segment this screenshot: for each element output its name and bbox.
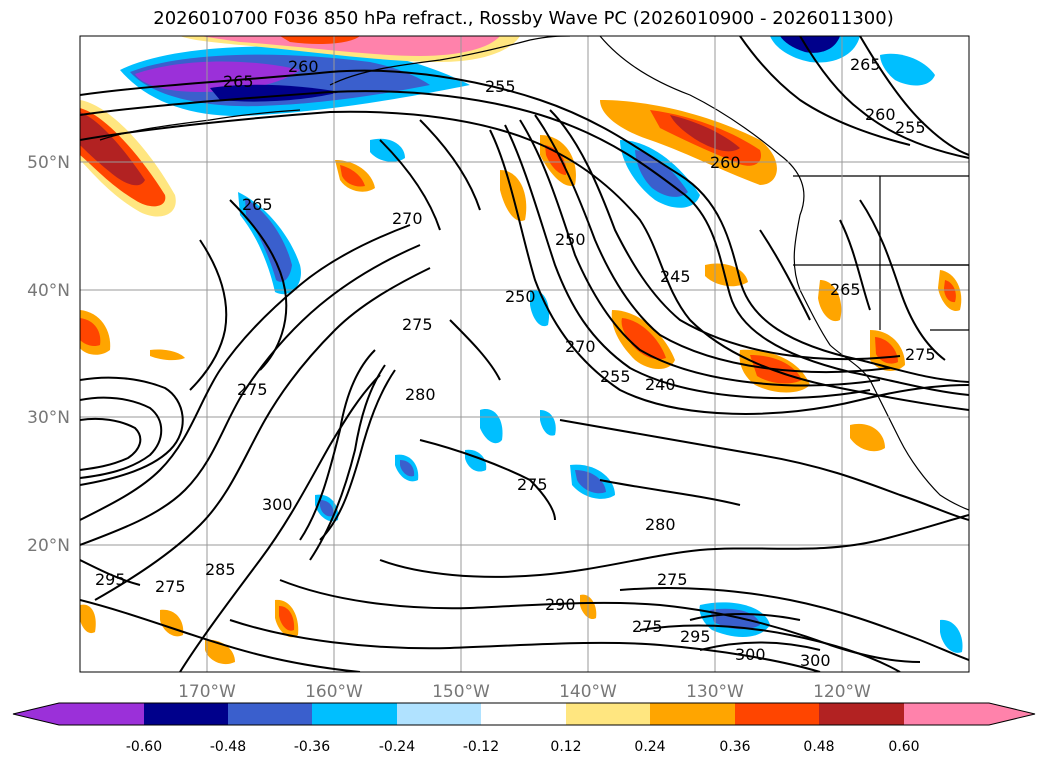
colorbar-segment [59,703,144,725]
contour-label: 300 [262,495,293,514]
lat-label: 50°N [27,153,70,173]
contour-label: 250 [505,287,536,306]
graticule [80,36,969,672]
contour-label: 260 [288,57,319,76]
colorbar-tick-label: -0.12 [463,739,499,755]
colorbar-segment [650,703,735,725]
lon-label: 140°W [559,682,617,702]
colorbar-segment [904,703,989,725]
contour-label: 280 [645,515,676,534]
colorbar-tick-label: -0.48 [210,739,246,755]
lon-label: 170°W [178,682,236,702]
contour-label: 300 [735,645,766,664]
contour-label: 265 [242,195,273,214]
lon-label: 150°W [432,682,490,702]
colorbar: -0.60 -0.48 -0.36 -0.24 -0.12 0.12 0.24 … [12,702,1036,755]
contour-label: 275 [517,475,548,494]
lon-label: 160°W [305,682,363,702]
contour-label: 275 [402,315,433,334]
contour-label: 295 [95,570,126,589]
colorbar-segment [481,703,566,725]
colorbar-segment [228,703,312,725]
colorbar-tick-label: 0.36 [719,739,750,755]
contour-label-layer: 265 260 255 265 260 255 270 265 250 245 … [95,55,936,670]
contour-label: 270 [565,337,596,356]
contour-label: 255 [600,367,631,386]
colorbar-tick-label: 0.48 [803,739,834,755]
contour-label: 275 [632,617,663,636]
colorbar-tick-label: 0.24 [634,739,665,755]
lat-label: 30°N [27,408,70,428]
contour-label: 240 [645,375,676,394]
lat-label: 20°N [27,536,70,556]
colorbar-segment [312,703,397,725]
contour-label: 275 [155,577,186,596]
contour-label: 250 [555,230,586,249]
contour-label: 275 [905,345,936,364]
contour-label: 285 [205,560,236,579]
contour-label: 260 [865,105,896,124]
contour-label: 255 [895,118,926,137]
latitude-labels: 50°N 40°N 30°N 20°N [27,153,70,556]
contour-label: 290 [545,595,576,614]
contour-label: 300 [800,651,831,670]
lon-label: 120°W [813,682,871,702]
colorbar-tick-label: 0.12 [550,739,581,755]
colorbar-outline [12,702,1036,726]
contour-label: 265 [850,55,881,74]
lat-label: 40°N [27,281,70,301]
contour-label: 275 [237,380,268,399]
colorbar-tick-labels: -0.60 -0.48 -0.36 -0.24 -0.12 0.12 0.24 … [126,739,920,755]
contour-label: 280 [405,385,436,404]
colorbar-tick-label: -0.36 [294,739,330,755]
colorbar-tick-label: -0.24 [379,739,415,755]
colorbar-extend-high [989,703,1035,725]
longitude-labels: 170°W 160°W 150°W 140°W 130°W 120°W [178,682,871,702]
contour-label: 270 [392,209,423,228]
map-title: 2026010700 F036 850 hPa refract., Rossby… [153,8,894,29]
contour-label: 295 [680,627,711,646]
colorbar-segment [566,703,650,725]
contour-label: 265 [223,72,254,91]
colorbar-segment [735,703,819,725]
colorbar-segment [819,703,904,725]
contour-label: 245 [660,267,691,286]
contour-label: 255 [485,77,516,96]
colorbar-extend-low [13,703,59,725]
colorbar-tick-label: -0.60 [126,739,162,755]
map-frame [79,35,970,673]
colorbar-tick-label: 0.60 [888,739,919,755]
map-panel: 265 260 255 265 260 255 270 265 250 245 … [80,36,969,672]
contour-label: 265 [830,280,861,299]
contour-lines [80,36,969,672]
contour-label: 275 [657,570,688,589]
colorbar-segment [397,703,481,725]
colorbar-segment [144,703,228,725]
contour-label: 260 [710,153,741,172]
lon-label: 130°W [686,682,744,702]
